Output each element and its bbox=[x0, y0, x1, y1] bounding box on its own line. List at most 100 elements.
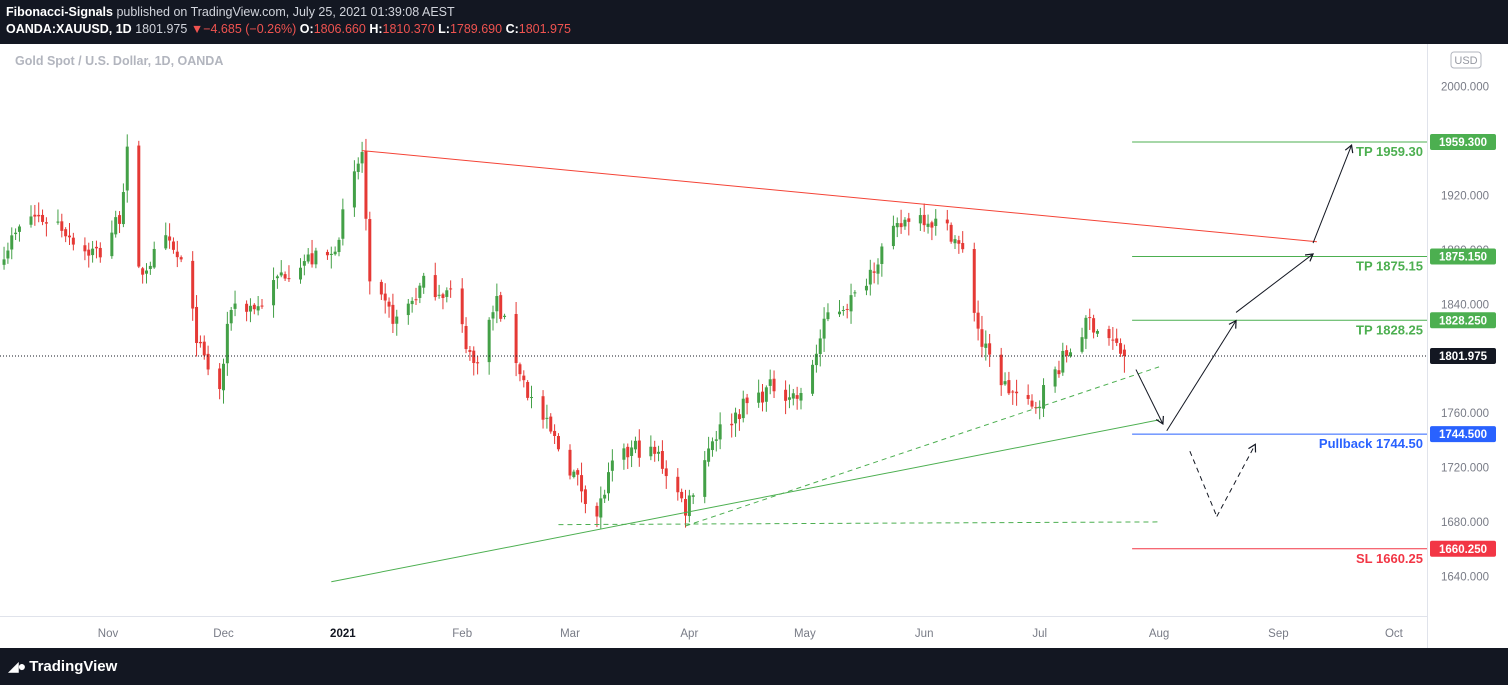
candle-body bbox=[337, 239, 341, 253]
chart-title: Gold Spot / U.S. Dollar, 1D, OANDA bbox=[15, 54, 223, 68]
candle-body bbox=[195, 306, 199, 344]
candle-body bbox=[718, 424, 722, 440]
y-tick-label: 1760.000 bbox=[1441, 408, 1489, 420]
candle-body bbox=[487, 319, 491, 363]
candle-body bbox=[549, 416, 553, 432]
tp-level-label: TP 1959.30 bbox=[1356, 144, 1423, 159]
candle-body bbox=[853, 292, 857, 294]
candle-body bbox=[68, 235, 71, 238]
candle-body bbox=[491, 312, 495, 319]
candle-body bbox=[903, 219, 907, 227]
candle-body bbox=[306, 254, 310, 262]
close-label: C: bbox=[505, 22, 519, 36]
candle-body bbox=[680, 491, 684, 499]
candle-body bbox=[464, 326, 468, 350]
tradingview-logo-icon: ◢● bbox=[8, 658, 26, 674]
candle-body bbox=[530, 397, 533, 399]
candle-body bbox=[41, 214, 45, 222]
x-tick-label: Feb bbox=[452, 628, 472, 640]
candle-body bbox=[37, 214, 41, 217]
candle-body bbox=[849, 295, 853, 312]
x-tick-label: Jul bbox=[1032, 628, 1047, 640]
change-down-icon: ▼ bbox=[190, 22, 204, 36]
candle-body bbox=[283, 274, 287, 279]
scenario-arrow-dashed bbox=[1189, 450, 1218, 517]
candle-body bbox=[441, 294, 445, 298]
candle-body bbox=[703, 460, 707, 497]
candle-body bbox=[880, 246, 884, 264]
candle-body bbox=[576, 470, 580, 475]
price-chart[interactable]: Gold Spot / U.S. Dollar, 1D, OANDA USD 164… bbox=[0, 44, 1508, 648]
candle-body bbox=[87, 249, 91, 256]
candle-body bbox=[449, 288, 453, 290]
candle-body bbox=[245, 303, 249, 312]
low-label: L: bbox=[438, 22, 450, 36]
support-trendline bbox=[558, 521, 1160, 526]
ohlc-line: OANDA:XAUUSD, 1D 1801.975 ▼−4.685 (−0.26… bbox=[6, 22, 571, 36]
candle-body bbox=[745, 397, 749, 404]
candle-body bbox=[406, 303, 410, 316]
candle-body bbox=[260, 305, 264, 307]
candle-body bbox=[660, 451, 664, 469]
candle-body bbox=[838, 311, 841, 315]
y-tick-label: 1720.000 bbox=[1441, 463, 1489, 475]
scenario-arrow bbox=[1135, 369, 1164, 426]
candle-body bbox=[953, 239, 957, 244]
candle-body bbox=[476, 362, 480, 364]
candle-body bbox=[1053, 369, 1057, 387]
candle-body bbox=[957, 240, 961, 244]
candle-body bbox=[83, 245, 87, 252]
candle-body bbox=[845, 308, 849, 310]
candle-body bbox=[945, 219, 949, 224]
candle-body bbox=[868, 269, 872, 285]
candle-body bbox=[1122, 349, 1126, 356]
candle-body bbox=[17, 226, 21, 232]
candle-body bbox=[1095, 330, 1099, 334]
candle-body bbox=[137, 145, 141, 267]
candle-body bbox=[279, 272, 283, 276]
tp-axis-tag bbox=[1430, 134, 1496, 151]
candle-body bbox=[930, 222, 934, 228]
chart-area[interactable]: Gold Spot / U.S. Dollar, 1D, OANDA USD 164… bbox=[0, 44, 1508, 648]
candle-body bbox=[341, 209, 345, 239]
candle-body bbox=[841, 310, 845, 312]
candle-body bbox=[633, 440, 637, 450]
x-tick-label: Sep bbox=[1268, 628, 1288, 640]
candle-body bbox=[811, 364, 815, 394]
candle-body bbox=[175, 251, 179, 258]
candle-body bbox=[225, 323, 229, 364]
candle-body bbox=[772, 378, 776, 392]
candle-body bbox=[229, 309, 233, 324]
published-text: published on TradingView.com, July 25, 2… bbox=[116, 5, 455, 19]
candle-body bbox=[2, 259, 6, 265]
candle-body bbox=[926, 223, 930, 227]
candle-body bbox=[1115, 338, 1119, 343]
x-tick-label: Mar bbox=[560, 628, 580, 640]
x-tick-label: May bbox=[794, 628, 816, 640]
support-trendline bbox=[331, 419, 1160, 583]
last-price-axis-value: 1801.975 bbox=[1439, 351, 1488, 363]
candle-body bbox=[1007, 380, 1011, 394]
candle-body bbox=[125, 146, 129, 191]
x-tick-label: Nov bbox=[98, 628, 119, 640]
candle-body bbox=[121, 192, 125, 225]
author-name[interactable]: Fibonacci-Signals bbox=[6, 5, 113, 19]
tp-level-label: TP 1828.25 bbox=[1356, 322, 1423, 337]
candle-body bbox=[630, 447, 634, 456]
tradingview-brand[interactable]: ◢● TradingView bbox=[8, 658, 117, 675]
candle-body bbox=[595, 505, 599, 517]
candle-body bbox=[572, 471, 576, 478]
candle-body bbox=[233, 303, 237, 309]
low-value: 1789.690 bbox=[449, 22, 503, 36]
pullback-axis-value: 1744.500 bbox=[1439, 429, 1487, 441]
candle-body bbox=[145, 270, 148, 274]
candle-body bbox=[583, 489, 587, 505]
candle-body bbox=[56, 221, 60, 223]
candle-body bbox=[1119, 343, 1123, 354]
candle-body bbox=[98, 247, 102, 258]
candle-body bbox=[1065, 350, 1069, 356]
candle-body bbox=[29, 216, 33, 225]
candle-body bbox=[141, 268, 145, 275]
candle-body bbox=[360, 152, 364, 164]
candle-body bbox=[410, 300, 414, 305]
